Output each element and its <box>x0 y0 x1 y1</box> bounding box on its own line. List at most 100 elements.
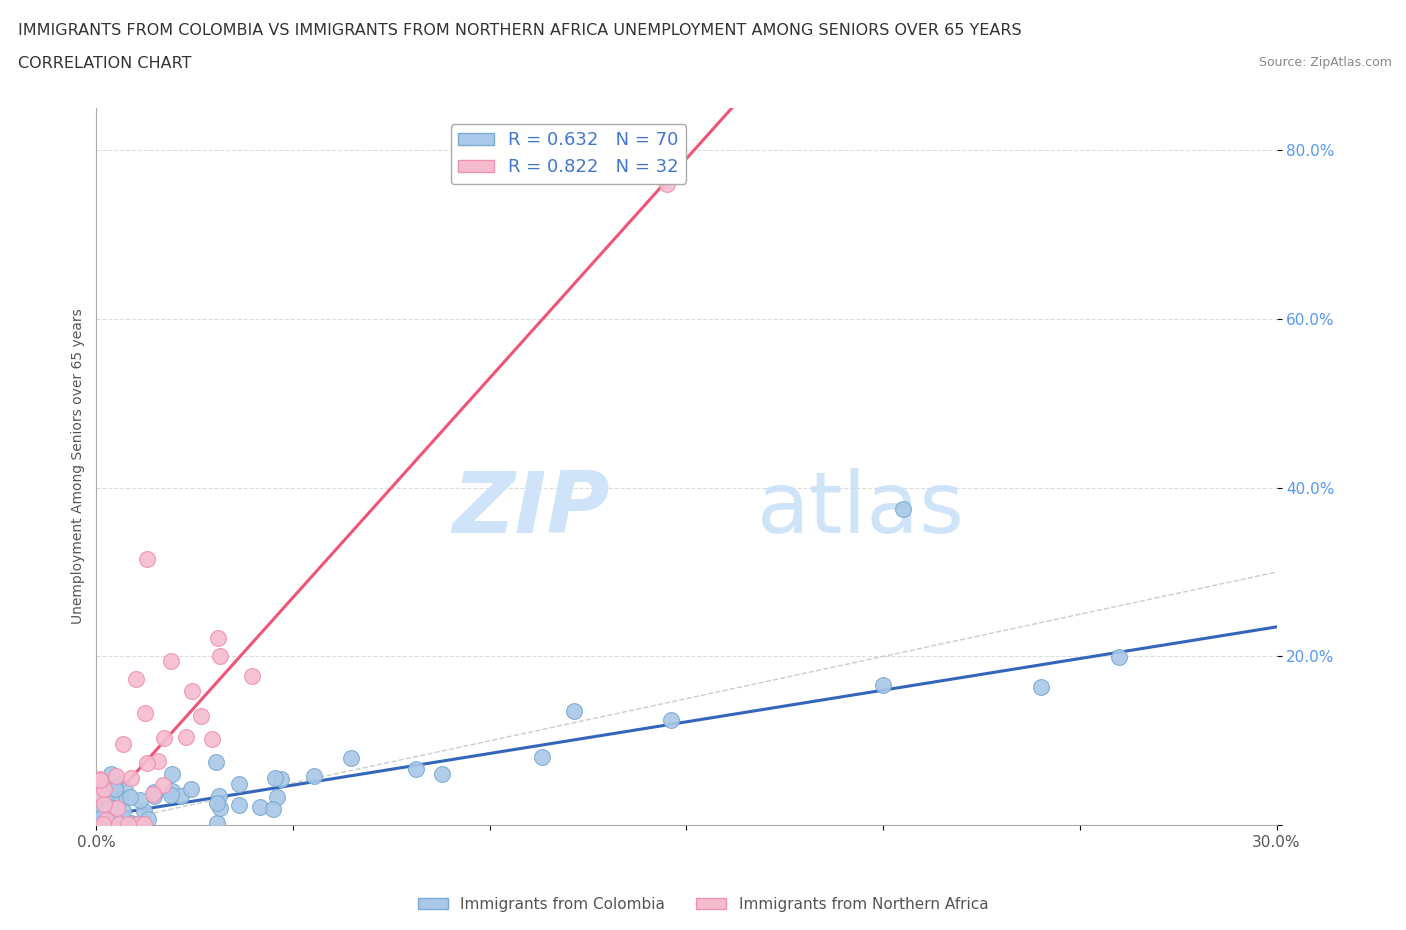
Legend: Immigrants from Colombia, Immigrants from Northern Africa: Immigrants from Colombia, Immigrants fro… <box>412 891 994 918</box>
Text: IMMIGRANTS FROM COLOMBIA VS IMMIGRANTS FROM NORTHERN AFRICA UNEMPLOYMENT AMONG S: IMMIGRANTS FROM COLOMBIA VS IMMIGRANTS F… <box>18 23 1022 38</box>
Point <box>93 796 115 811</box>
Point <box>96 817 118 831</box>
Point <box>93 817 115 831</box>
Point <box>146 753 169 768</box>
Point <box>107 817 129 831</box>
Point <box>97 817 120 831</box>
Point <box>405 762 427 777</box>
Point <box>153 730 176 745</box>
Point <box>91 817 114 831</box>
Text: Source: ZipAtlas.com: Source: ZipAtlas.com <box>1258 56 1392 69</box>
Point <box>181 684 204 698</box>
Point <box>131 817 153 831</box>
Y-axis label: Unemployment Among Seniors over 65 years: Unemployment Among Seniors over 65 years <box>72 309 86 624</box>
Point <box>659 712 682 727</box>
Point <box>169 789 191 804</box>
Point <box>160 784 183 799</box>
Point <box>266 790 288 804</box>
Point <box>1108 649 1130 664</box>
Text: CORRELATION CHART: CORRELATION CHART <box>18 56 191 71</box>
Point <box>531 750 554 764</box>
Point <box>110 811 132 826</box>
Point <box>302 768 325 783</box>
Point <box>872 678 894 693</box>
Point <box>240 668 263 683</box>
Point <box>93 781 115 796</box>
Point <box>180 781 202 796</box>
Point <box>89 786 111 801</box>
Point <box>110 792 132 807</box>
Point <box>136 552 159 567</box>
Point <box>89 783 111 798</box>
Point <box>107 817 129 831</box>
Point <box>207 631 229 645</box>
Point <box>125 671 148 686</box>
Point <box>270 772 292 787</box>
Point <box>207 795 229 810</box>
Point <box>190 709 212 724</box>
Point <box>104 782 127 797</box>
Point <box>142 788 165 803</box>
Point <box>264 770 287 785</box>
Point <box>205 755 228 770</box>
Point <box>111 737 134 751</box>
Point <box>125 817 148 831</box>
Point <box>208 789 231 804</box>
Point <box>114 783 136 798</box>
Point <box>121 817 143 831</box>
Point <box>120 790 142 804</box>
Point <box>89 810 111 825</box>
Point <box>891 501 914 516</box>
Point <box>93 816 115 830</box>
Point <box>127 817 149 831</box>
Legend: R = 0.632   N = 70, R = 0.822   N = 32: R = 0.632 N = 70, R = 0.822 N = 32 <box>450 125 686 183</box>
Point <box>136 812 159 827</box>
Point <box>160 653 183 668</box>
Text: ZIP: ZIP <box>453 468 610 551</box>
Point <box>120 816 142 830</box>
Point <box>1029 680 1052 695</box>
Point <box>90 811 112 826</box>
Point <box>96 793 118 808</box>
Point <box>208 649 231 664</box>
Point <box>430 766 453 781</box>
Point <box>105 769 128 784</box>
Point <box>100 790 122 805</box>
Point <box>89 773 111 788</box>
Point <box>562 704 585 719</box>
Point <box>160 767 183 782</box>
Point <box>105 802 128 817</box>
Point <box>160 787 183 802</box>
Point <box>112 804 135 818</box>
Point <box>174 729 197 744</box>
Point <box>142 787 165 802</box>
Point <box>132 817 155 831</box>
Point <box>89 804 111 818</box>
Point <box>129 792 152 807</box>
Point <box>135 756 157 771</box>
Point <box>120 770 142 785</box>
Point <box>228 777 250 791</box>
Point <box>89 772 111 787</box>
Point <box>132 804 155 818</box>
Point <box>107 817 129 831</box>
Point <box>249 799 271 814</box>
Point <box>98 799 121 814</box>
Point <box>107 817 129 831</box>
Point <box>655 177 678 192</box>
Point <box>100 817 122 831</box>
Point <box>100 817 122 831</box>
Point <box>89 817 111 831</box>
Point <box>96 817 118 831</box>
Point <box>142 784 165 799</box>
Point <box>93 785 115 800</box>
Point <box>134 706 156 721</box>
Point <box>125 817 148 831</box>
Point <box>117 817 139 831</box>
Point <box>201 731 224 746</box>
Point <box>94 812 117 827</box>
Point <box>262 802 284 817</box>
Point <box>100 766 122 781</box>
Point <box>340 751 363 765</box>
Point <box>103 815 125 830</box>
